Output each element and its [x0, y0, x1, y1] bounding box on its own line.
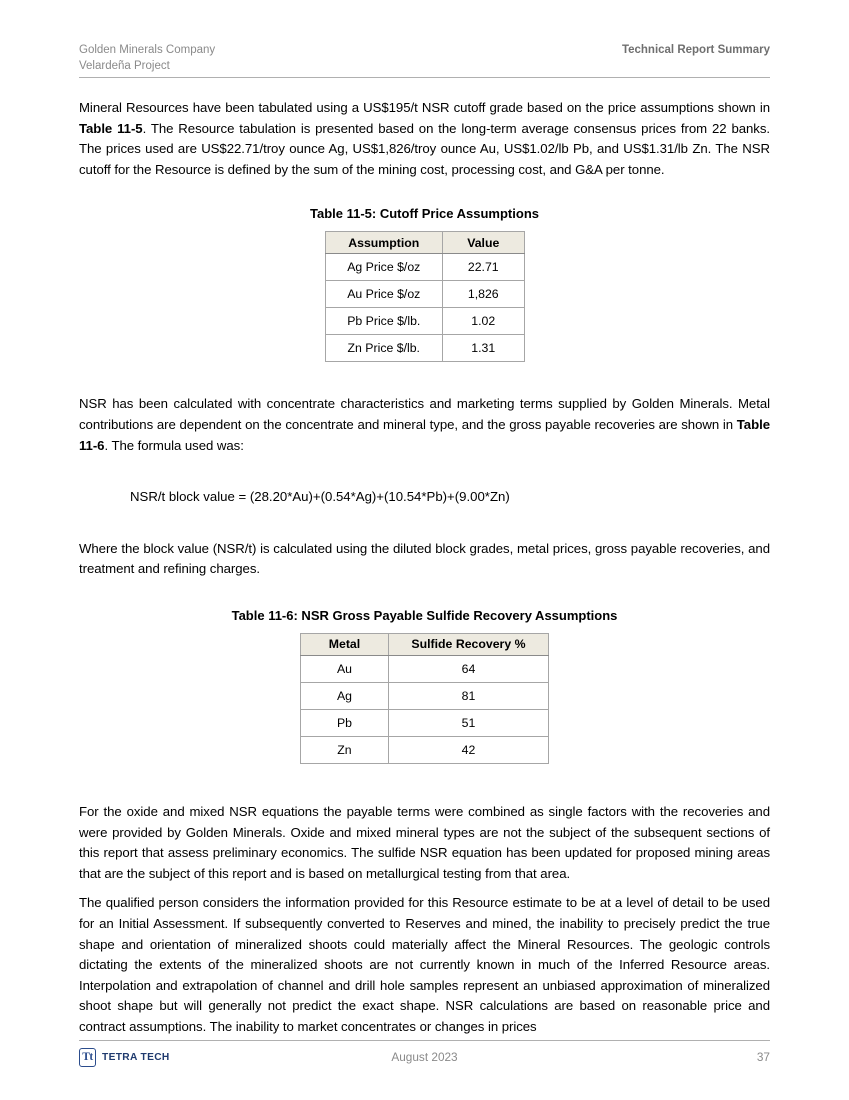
- cell-assumption: Zn Price $/lb.: [324, 334, 444, 363]
- spacer: [79, 884, 770, 893]
- column-header-value: Value: [442, 231, 525, 255]
- document-body: Mineral Resources have been tabulated us…: [79, 98, 770, 1037]
- header-divider: [79, 77, 770, 78]
- cell-value: 1.31: [442, 334, 525, 363]
- para1-part-b: . The Resource tabulation is presented b…: [79, 120, 771, 177]
- cell-assumption: Ag Price $/oz: [324, 253, 444, 282]
- footer-page-number: 37: [756, 1050, 770, 1064]
- spacer: [79, 180, 770, 204]
- column-header-assumption: Assumption: [324, 231, 444, 255]
- table-header-row: Assumption Value: [324, 231, 525, 255]
- header-company: Golden Minerals Company: [79, 44, 216, 56]
- table-row: Zn Price $/lb. 1.31: [324, 334, 525, 363]
- header-doc-type: Technical Report Summary: [621, 44, 770, 56]
- running-header: Golden Minerals Company Velardeña Projec…: [79, 42, 770, 78]
- table-row: Pb 51: [300, 708, 550, 737]
- cell-metal: Au: [300, 654, 389, 683]
- cell-assumption: Au Price $/oz: [324, 280, 444, 309]
- footer-date: August 2023: [391, 1050, 458, 1064]
- cell-metal: Pb: [300, 708, 389, 737]
- para1-part-a: Mineral Resources have been tabulated us…: [79, 100, 770, 115]
- table-row: Zn 42: [300, 735, 550, 764]
- nsr-formula: NSR/t block value = (28.20*Au)+(0.54*Ag)…: [130, 489, 510, 505]
- table-block-11-5: Table 11-5: Cutoff Price Assumptions Ass…: [79, 204, 770, 363]
- tetra-tech-logo: Tt TETRA TECH: [79, 1048, 170, 1067]
- column-header-metal: Metal: [300, 632, 389, 656]
- table-11-6: Metal Sulfide Recovery % Au 64 Ag 81 Pb: [300, 632, 550, 764]
- para1-table-ref: Table 11-5: [79, 120, 143, 136]
- table-row: Ag 81: [300, 681, 550, 710]
- running-footer: Tt TETRA TECH August 2023 37: [79, 1040, 770, 1079]
- table-11-6-caption: Table 11-6: NSR Gross Payable Sulfide Re…: [231, 607, 618, 623]
- table-block-11-6: Table 11-6: NSR Gross Payable Sulfide Re…: [79, 606, 770, 764]
- paragraph-mineral-resources: Mineral Resources have been tabulated us…: [79, 98, 770, 180]
- table-11-5: Assumption Value Ag Price $/oz 22.71 Au …: [324, 231, 525, 363]
- cell-metal: Ag: [300, 681, 389, 710]
- column-header-sulfide-recovery: Sulfide Recovery %: [387, 632, 550, 656]
- logo-mark-letters: Tt: [82, 1050, 93, 1063]
- spacer: [79, 362, 770, 394]
- table-row: Au Price $/oz 1,826: [324, 280, 525, 309]
- para2-table-ref: Table 11-6: [79, 416, 770, 453]
- table-11-5-caption: Table 11-5: Cutoff Price Assumptions: [310, 206, 539, 222]
- table-header-row: Metal Sulfide Recovery %: [300, 632, 550, 656]
- table-row: Pb Price $/lb. 1.02: [324, 307, 525, 336]
- cell-recovery: 42: [387, 735, 550, 764]
- paragraph-oxide-mixed-nsr: For the oxide and mixed NSR equations th…: [79, 803, 770, 881]
- header-company-project: Golden Minerals Company Velardeña Projec…: [79, 42, 215, 74]
- cell-metal: Zn: [300, 735, 389, 764]
- para2-part-b: . The formula used was:: [104, 437, 244, 453]
- cell-recovery: 64: [387, 654, 550, 683]
- tetra-tech-wordmark: TETRA TECH: [102, 1052, 170, 1063]
- table-row: Ag Price $/oz 22.71: [324, 253, 525, 282]
- cell-recovery: 51: [387, 708, 550, 737]
- paragraph-nsr-calculated: NSR has been calculated with concentrate…: [79, 394, 770, 456]
- header-project: Velardeña Project: [79, 60, 170, 72]
- tetra-tech-mark-icon: Tt: [79, 1048, 96, 1067]
- cell-value: 22.71: [442, 253, 525, 282]
- cell-assumption: Pb Price $/lb.: [324, 307, 444, 336]
- spacer: [79, 580, 770, 606]
- spacer: [79, 456, 770, 487]
- paragraph-block-value: Where the block value (NSR/t) is calcula…: [79, 540, 770, 577]
- table-row: Au 64: [300, 654, 550, 683]
- footer-divider: [79, 1040, 770, 1041]
- para2-part-a: NSR has been calculated with concentrate…: [79, 396, 770, 432]
- cell-value: 1,826: [442, 280, 525, 309]
- paragraph-qualified-person: The qualified person considers the infor…: [79, 895, 770, 1034]
- spacer: [79, 508, 770, 539]
- cell-value: 1.02: [442, 307, 525, 336]
- spacer: [79, 764, 770, 802]
- cell-recovery: 81: [387, 681, 550, 710]
